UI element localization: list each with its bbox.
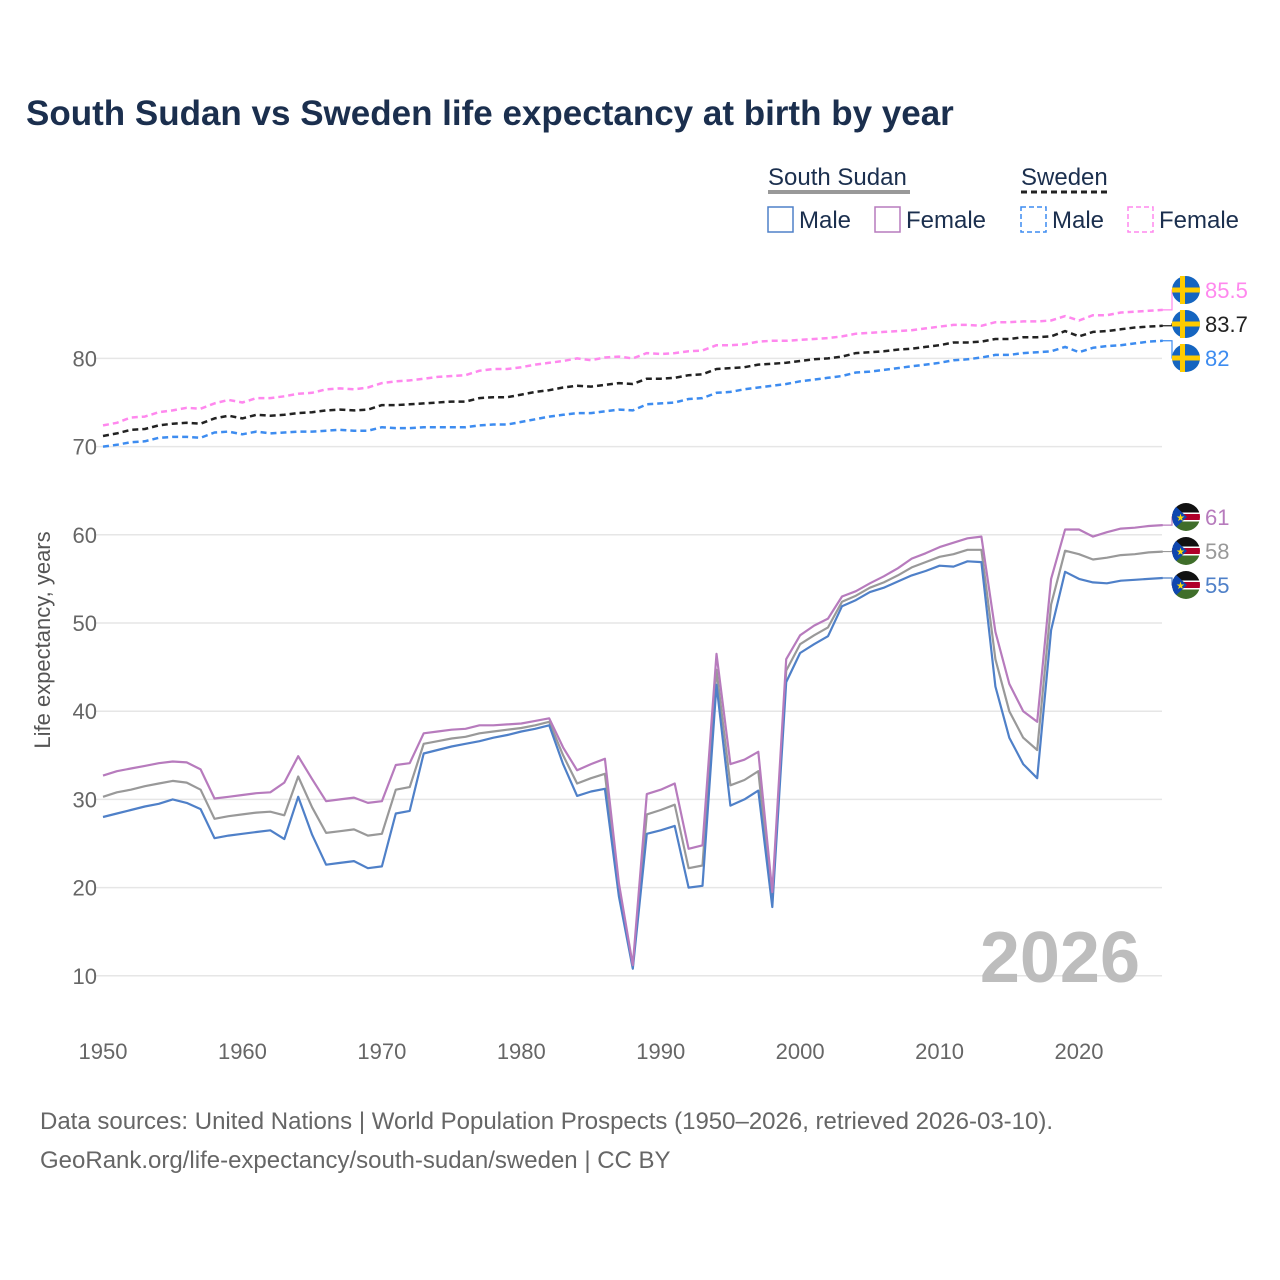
y-axis-label: Life expectancy, years — [30, 531, 55, 748]
flag-stripe-black — [1172, 537, 1200, 547]
south-sudan-flag-icon — [1172, 571, 1200, 599]
flag-cross-v — [1180, 310, 1185, 338]
flag-stripe-black — [1172, 571, 1200, 581]
flag-stripe-green — [1172, 521, 1200, 531]
legend-group-title: South Sudan — [768, 164, 907, 191]
y-tick-label: 10 — [73, 964, 97, 989]
flag-cross-v — [1180, 276, 1185, 304]
sweden-flag-icon — [1172, 276, 1200, 304]
y-tick-label: 80 — [73, 346, 97, 371]
series-line-south-sudan-overall — [102, 548, 1163, 969]
legend-swatch-male — [767, 206, 794, 233]
legend-label-female[interactable]: Female — [906, 207, 986, 234]
end-value-label: 55 — [1205, 573, 1229, 598]
x-tick-label: 1990 — [636, 1039, 685, 1064]
series-line-sweden-female — [102, 308, 1163, 427]
legend-label-male[interactable]: Male — [1052, 207, 1104, 234]
sweden-flag-icon — [1172, 344, 1200, 372]
south-sudan-flag-icon — [1172, 503, 1200, 531]
legend-label-female[interactable]: Female — [1159, 207, 1239, 234]
y-tick-label: 60 — [73, 523, 97, 548]
x-tick-label: 1960 — [218, 1039, 267, 1064]
legend-group-title: Sweden — [1021, 164, 1108, 191]
sweden-flag-icon — [1172, 310, 1200, 338]
legend-label-male[interactable]: Male — [799, 207, 851, 234]
end-value-label: 61 — [1205, 505, 1229, 530]
x-tick-label: 1950 — [79, 1039, 128, 1064]
y-tick-label: 40 — [73, 699, 97, 724]
flag-cross-h — [1172, 321, 1200, 327]
series-line-south-sudan-male — [102, 560, 1163, 970]
flag-cross-h — [1172, 355, 1200, 361]
flag-stripe-black — [1172, 503, 1200, 513]
flag-triangle — [1172, 537, 1187, 565]
chart-title: South Sudan vs Sweden life expectancy at… — [26, 94, 954, 133]
series-line-sweden-male — [102, 339, 1163, 448]
end-value-label: 58 — [1205, 539, 1229, 564]
year-watermark: 2026 — [980, 918, 1140, 998]
end-value-label: 82 — [1205, 346, 1229, 371]
x-tick-label: 2000 — [776, 1039, 825, 1064]
legend-swatch-female — [1127, 206, 1154, 233]
flag-triangle — [1172, 503, 1187, 531]
flag-cross-h — [1172, 287, 1200, 293]
flag-cross-v — [1180, 344, 1185, 372]
x-tick-label: 1970 — [357, 1039, 406, 1064]
series-line-sweden-overall — [102, 324, 1163, 438]
y-tick-label: 70 — [73, 435, 97, 460]
flag-star: ★ — [1176, 581, 1185, 592]
south-sudan-flag-icon — [1172, 537, 1200, 565]
legend-swatch-female — [874, 206, 901, 233]
flag-stripe-green — [1172, 589, 1200, 599]
source-url[interactable]: GeoRank.org/life-expectancy/south-sudan/… — [40, 1147, 671, 1174]
end-value-label: 85.5 — [1205, 278, 1248, 303]
flag-star: ★ — [1176, 547, 1185, 558]
data-source-note: Data sources: United Nations | World Pop… — [40, 1108, 1054, 1135]
flag-triangle — [1172, 571, 1187, 599]
y-tick-label: 50 — [73, 611, 97, 636]
flag-stripe-green — [1172, 555, 1200, 565]
series-line-south-sudan-female — [102, 524, 1163, 967]
x-tick-label: 2010 — [915, 1039, 964, 1064]
end-value-label: 83.7 — [1205, 312, 1248, 337]
x-tick-label: 2020 — [1055, 1039, 1104, 1064]
x-tick-label: 1980 — [497, 1039, 546, 1064]
flag-star: ★ — [1176, 513, 1185, 524]
y-tick-label: 30 — [73, 787, 97, 812]
y-tick-label: 20 — [73, 876, 97, 901]
legend-swatch-male — [1020, 206, 1047, 233]
